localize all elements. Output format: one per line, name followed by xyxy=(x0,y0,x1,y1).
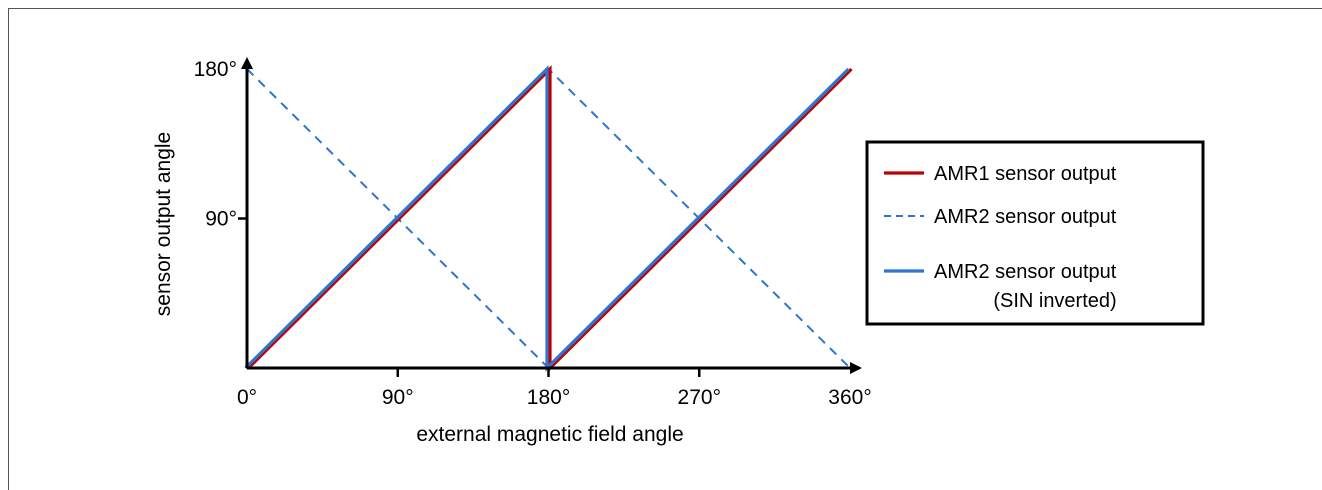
y-axis-label: sensor output angle xyxy=(152,132,175,316)
x-tick-label: 360° xyxy=(828,386,871,409)
y-tick-label: 180° xyxy=(194,58,237,81)
legend-label-1: AMR1 sensor output xyxy=(934,163,1117,185)
x-tick-label: 270° xyxy=(678,386,721,409)
x-tick-label: 180° xyxy=(527,386,570,409)
x-axis-label: external magnetic field angle xyxy=(416,423,683,446)
legend-label-2: AMR2 sensor output xyxy=(934,206,1117,228)
y-tick-label: 90° xyxy=(205,208,237,231)
figure-frame xyxy=(8,8,1322,490)
x-tick-label: 90° xyxy=(382,386,414,409)
x-tick-label: 0° xyxy=(237,386,257,409)
series-line-1 xyxy=(247,65,853,372)
legend: AMR1 sensor output AMR2 sensor output AMR2… xyxy=(865,140,1205,326)
legend-label-3: (SIN inverted) xyxy=(993,290,1116,312)
series-layer xyxy=(244,65,853,372)
x-axis-arrow xyxy=(850,362,862,374)
legend-label-3: AMR2 sensor output xyxy=(934,261,1117,283)
legend-box xyxy=(865,140,1205,326)
series-line-3 xyxy=(244,65,850,372)
y-axis-arrow xyxy=(241,57,253,69)
ticks-layer: 0° 90° 180° 270° 360° 90° 180° xyxy=(194,58,872,409)
